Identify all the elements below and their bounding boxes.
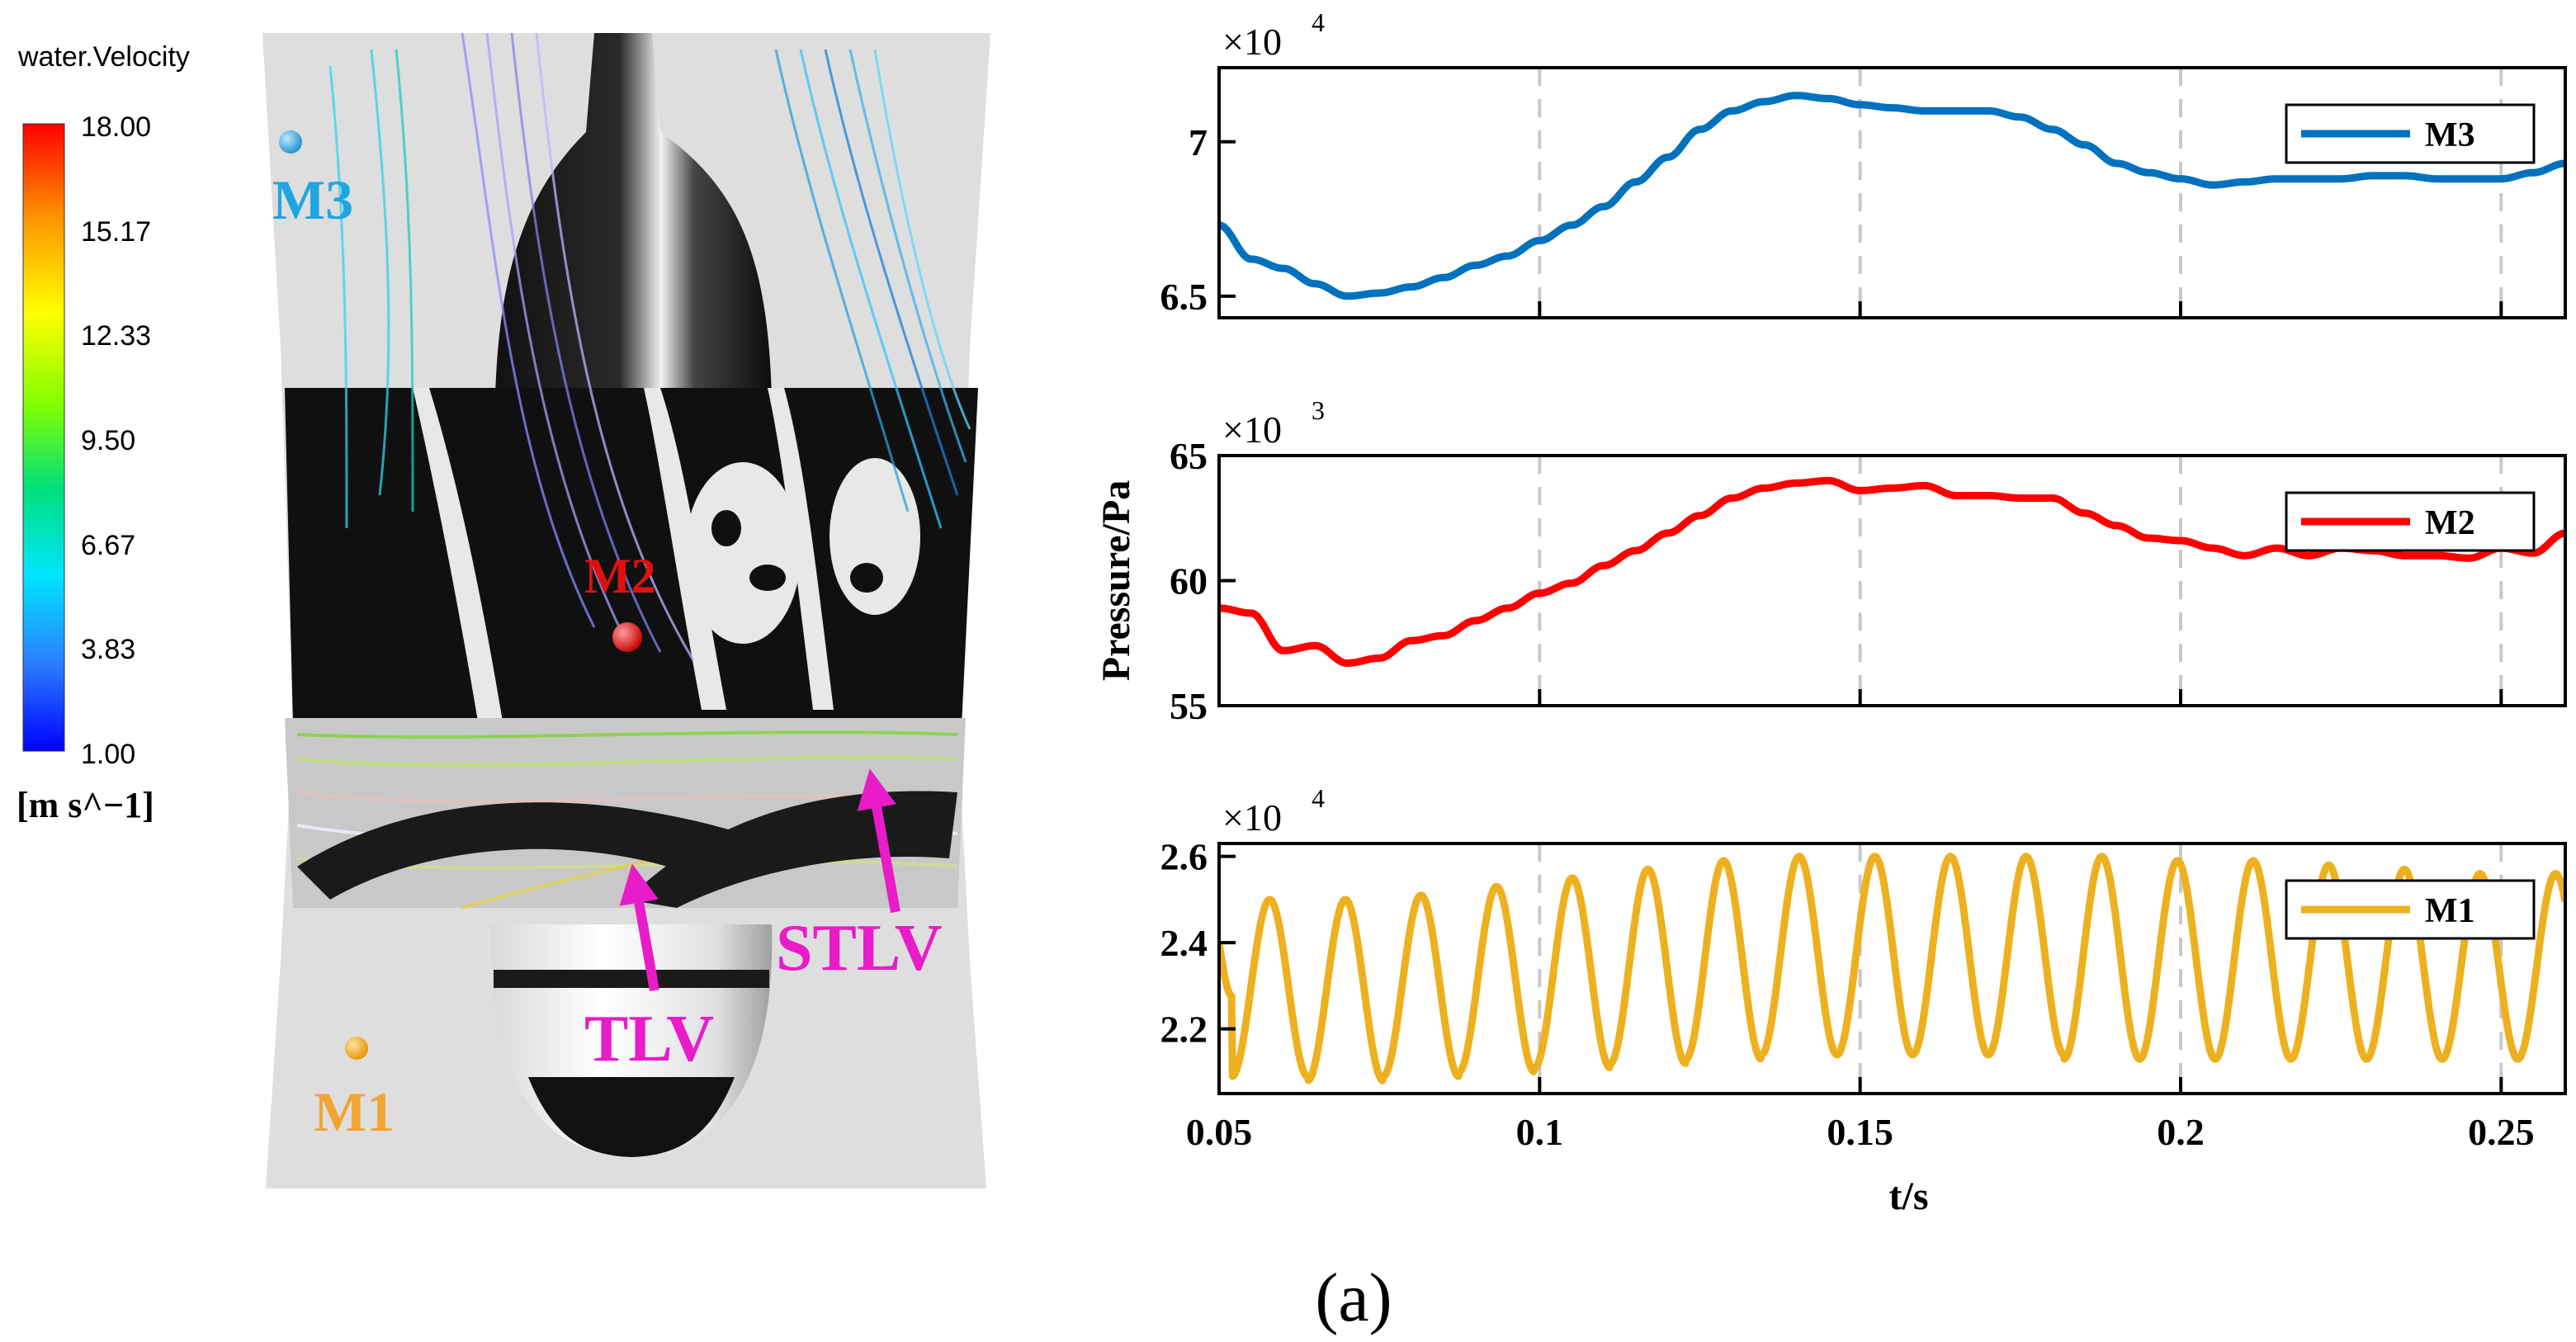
colorbar [22, 123, 65, 752]
colorbar-unit: [m s^−1] [17, 785, 154, 825]
y-tick-label: 65 [1170, 435, 1208, 477]
legend: M2 [2285, 491, 2536, 552]
stlv-arrow [857, 768, 900, 914]
legend-label: M2 [2425, 504, 2475, 542]
bulb-band [494, 970, 769, 988]
figure-label: (a) [1315, 1259, 1392, 1336]
y-exponent-power: 4 [1312, 7, 1325, 37]
x-tick-label: 0.15 [1827, 1111, 1893, 1153]
bulb-tip [528, 1077, 735, 1157]
plot-frame [1217, 842, 2567, 1095]
x-tick-label: 0.2 [2157, 1111, 2205, 1153]
m3-marker [279, 130, 302, 154]
colorbar-tick: 1.00 [81, 739, 135, 770]
cfd-panel: TLV STLV M3 M2 M1 water.Velocity 18.00 1… [17, 32, 990, 1188]
y-exponent-label: ×10 [1222, 796, 1282, 839]
x-axis-label: t/s [1889, 1174, 1929, 1218]
x-tick-label: 0.1 [1516, 1111, 1564, 1153]
y-tick-label: 60 [1170, 560, 1208, 602]
y-exponent-label: ×10 [1222, 21, 1282, 63]
colorbar-tick: 9.50 [81, 425, 135, 456]
x-tick-label: 0.05 [1186, 1111, 1253, 1153]
y-exponent-power: 4 [1312, 783, 1325, 813]
y-exponent-power: 3 [1312, 395, 1325, 425]
m3-label: M3 [272, 168, 353, 231]
legend-label: M3 [2425, 116, 2475, 154]
y-exponent-label: ×10 [1222, 409, 1282, 451]
chart-panel-m1: 2.2 2.4 2.6 0.05 0.1 0.15 0.2 0.25 ×10 4 M1 t/s [1160, 783, 2567, 1218]
m2-label: M2 [584, 549, 656, 603]
y-tick-label: 2.4 [1160, 922, 1208, 964]
colorbar-tick: 6.67 [81, 530, 135, 561]
colorbar-tick: 15.17 [81, 216, 151, 248]
y-tick-label: 55 [1170, 685, 1208, 727]
m1-marker [345, 1037, 368, 1060]
tlv-label: TLV [584, 1003, 714, 1075]
colorbar-title: water.Velocity [17, 41, 190, 73]
stlv-label: STLV [776, 912, 943, 985]
m2-marker [612, 622, 642, 652]
y-axis-label: Pressure/Pa [1094, 480, 1138, 682]
colorbar-tick: 12.33 [81, 320, 151, 352]
legend: M1 [2285, 879, 2536, 940]
y-tick-label: 2.2 [1160, 1009, 1208, 1051]
streamlines [328, 32, 971, 661]
chart-panel-m2: 55 60 65 ×10 3 M2 [1170, 395, 2567, 727]
legend-label: M1 [2425, 892, 2475, 930]
series-line-m3 [1219, 92, 2565, 300]
m1-label: M1 [314, 1080, 395, 1143]
chart-panel-m3: 6.5 7 ×10 4 M3 Pressure/Pa [1094, 7, 2567, 682]
legend: M3 [2285, 103, 2536, 164]
colorbar-ticks: 18.00 15.17 12.33 9.50 6.67 3.83 1.00 [81, 111, 151, 770]
colorbar-tick: 3.83 [81, 634, 135, 665]
colorbar-tick: 18.00 [81, 111, 151, 143]
y-tick-label: 2.6 [1160, 836, 1208, 878]
y-tick-label: 6.5 [1160, 276, 1208, 318]
blade-highlights [413, 388, 920, 726]
blade-spots [711, 510, 883, 593]
plot-frame [1217, 66, 2567, 319]
y-tick-label: 7 [1189, 121, 1208, 163]
tlv-arrow [619, 863, 659, 992]
x-tick-label: 0.25 [2468, 1111, 2535, 1153]
